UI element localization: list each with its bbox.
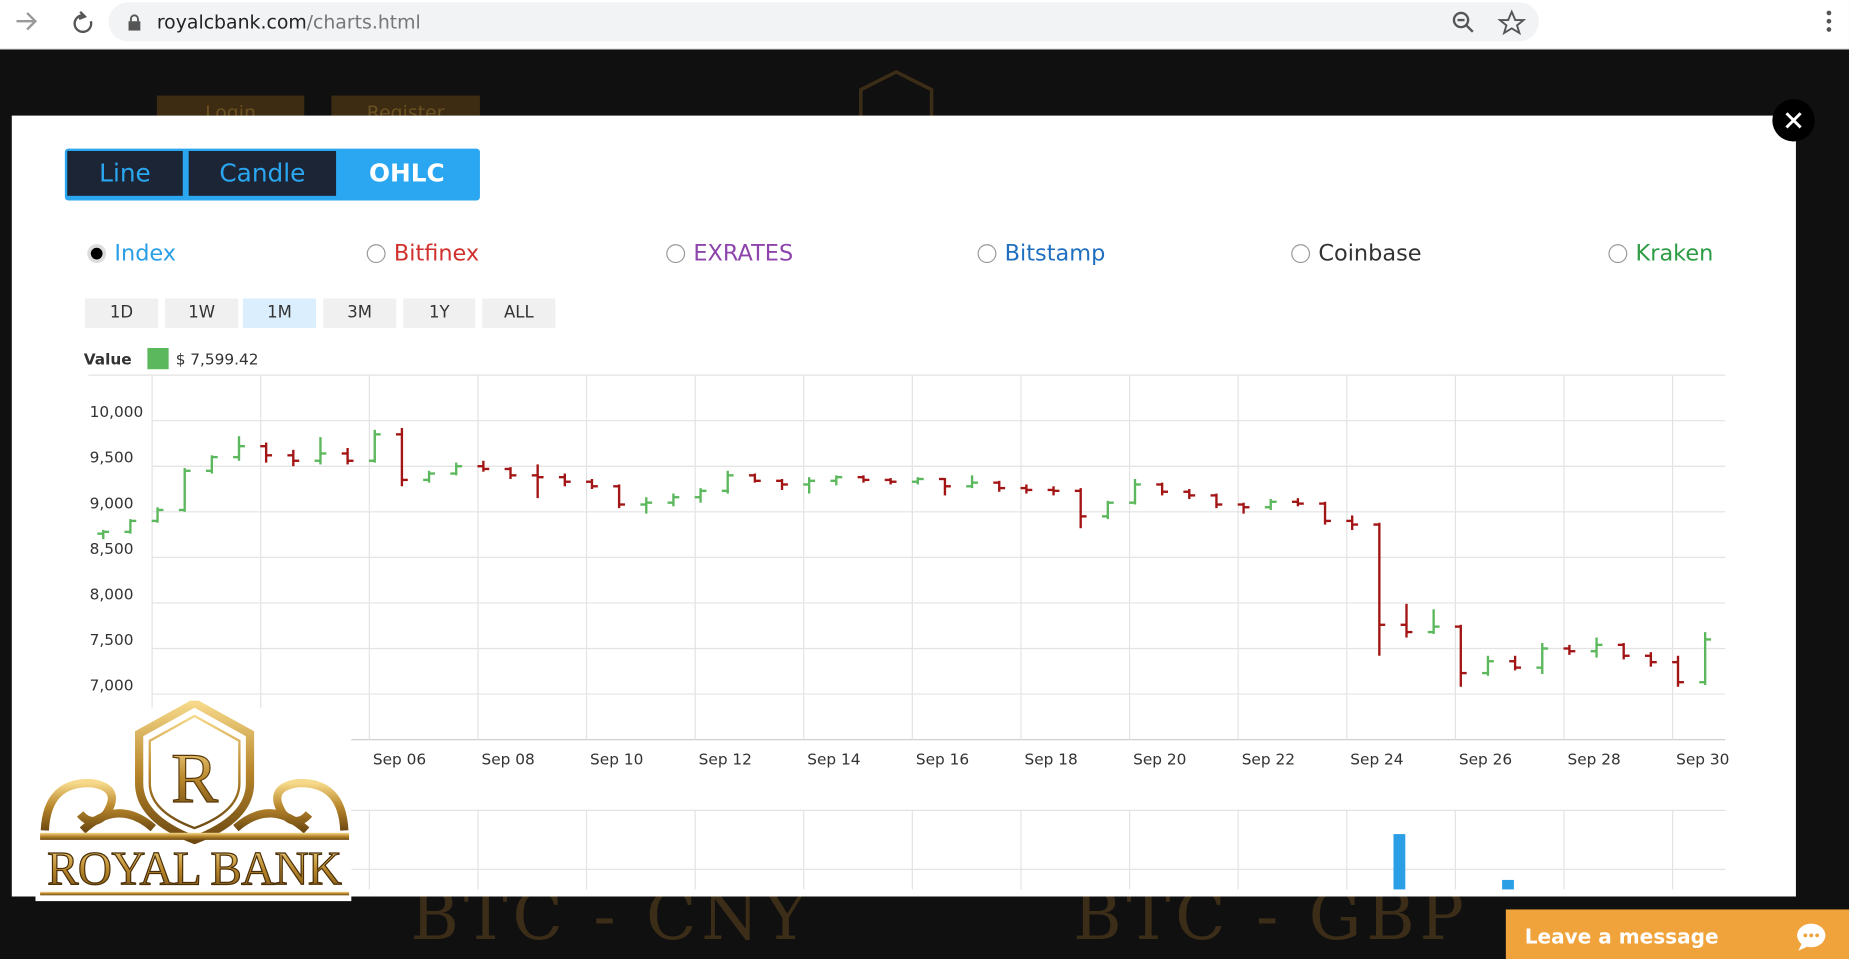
y-tick-label: 7,000 [90, 677, 134, 695]
legend-label: Value [84, 350, 132, 368]
y-tick-label: 10,000 [90, 403, 144, 421]
x-tick-label: Sep 06 [373, 750, 426, 768]
x-tick-label: Sep 26 [1459, 750, 1512, 768]
x-tick-label: Sep 12 [699, 750, 752, 768]
chat-label: Leave a message [1524, 925, 1719, 950]
bar-icons [1452, 9, 1527, 36]
x-tick-label: Sep 16 [916, 750, 969, 768]
chart-type-tab[interactable]: OHLC [338, 150, 476, 196]
range-button[interactable]: 1M [242, 298, 317, 328]
browser-toolbar: royalcbank.com/charts.html [0, 0, 1849, 50]
x-tick-label: Sep 30 [1676, 750, 1729, 768]
y-tick-label: 8,500 [90, 540, 134, 558]
range-button[interactable]: 1Y [403, 298, 476, 328]
volume-bar [1502, 879, 1514, 890]
chart-type-tab[interactable]: Line [67, 150, 183, 196]
chart-type-tab[interactable]: Candle [188, 150, 337, 196]
x-tick-label: Sep 22 [1242, 750, 1295, 768]
range-button[interactable]: 1W [165, 298, 239, 328]
y-tick-label: 9,000 [90, 494, 134, 512]
volume-bar [1393, 834, 1406, 890]
source-radio[interactable] [366, 244, 386, 264]
x-tick-label: Sep 28 [1568, 750, 1621, 768]
chat-icon [1797, 923, 1826, 951]
range-button[interactable]: 3M [323, 298, 397, 328]
source-radio[interactable] [1608, 244, 1628, 264]
source-label[interactable]: Index [114, 240, 177, 267]
nav-icons [16, 10, 93, 33]
menu-icon[interactable] [1823, 9, 1835, 37]
x-tick-label: Sep 18 [1024, 750, 1077, 768]
x-tick-label: Sep 14 [807, 750, 860, 768]
legend-value: $ 7,599.42 [176, 350, 259, 368]
url-path: /charts.html [306, 10, 421, 34]
source-label[interactable]: Coinbase [1318, 240, 1422, 267]
x-tick-label: Sep 08 [481, 750, 534, 768]
source-label[interactable]: EXRATES [693, 240, 794, 267]
source-radio[interactable] [87, 244, 107, 264]
source-radio[interactable] [977, 244, 997, 264]
close-button[interactable] [1771, 98, 1816, 143]
range-button[interactable]: 1D [84, 298, 159, 328]
range-button[interactable]: ALL [482, 298, 556, 328]
bg-logo [859, 69, 934, 118]
address-bar[interactable]: royalcbank.com/charts.html [108, 2, 1539, 42]
logo: R ROYAL BANK [35, 700, 352, 902]
logo-name: ROYAL BANK [47, 844, 342, 896]
legend-swatch [147, 347, 169, 370]
y-tick-label: 7,500 [90, 631, 134, 649]
lock-icon [128, 14, 141, 31]
source-radio[interactable] [1291, 244, 1311, 264]
source-label[interactable]: Bitfinex [393, 240, 480, 267]
source-radio[interactable] [666, 244, 686, 264]
source-label[interactable]: Kraken [1635, 240, 1714, 267]
y-tick-label: 9,500 [90, 449, 134, 467]
x-tick-label: Sep 24 [1350, 750, 1403, 768]
url-domain: royalcbank.com [156, 10, 307, 34]
logo-initial: R [171, 740, 219, 818]
x-tick-label: Sep 10 [590, 750, 643, 768]
y-tick-label: 8,000 [90, 585, 134, 603]
chat-widget[interactable]: Leave a message [1505, 909, 1849, 959]
x-tick-label: Sep 20 [1133, 750, 1186, 768]
source-label[interactable]: Bitstamp [1004, 240, 1106, 267]
chart-type-tabs: Line Candle OHLC [64, 148, 480, 201]
